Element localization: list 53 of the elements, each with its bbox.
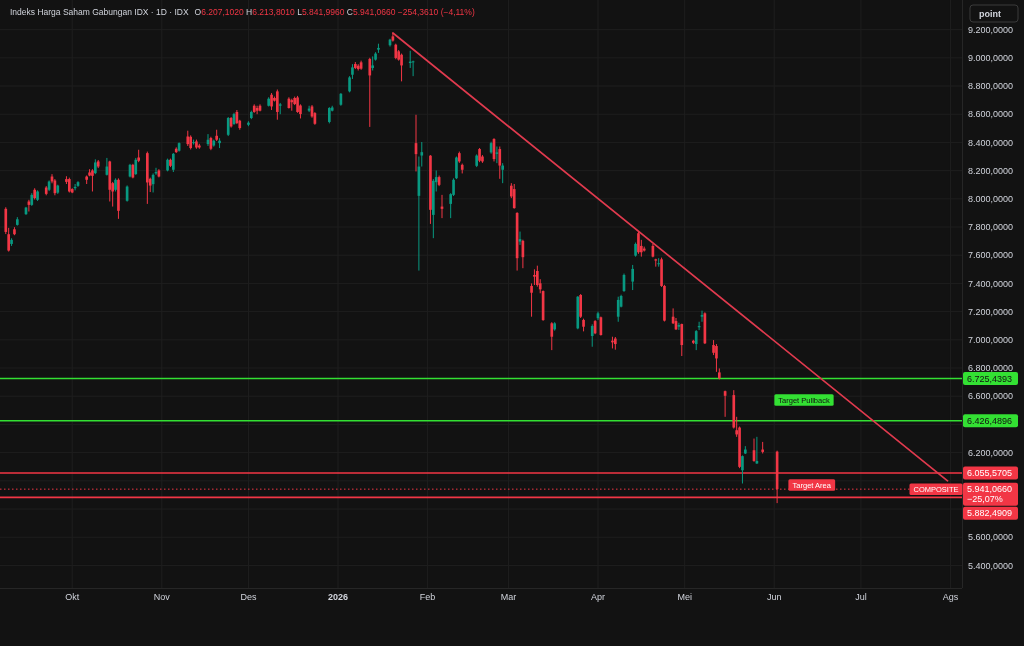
y-tick-label: 6.200,0000 — [968, 447, 1014, 458]
candlestick — [700, 310, 704, 323]
y-tick-label: 7.600,0000 — [968, 250, 1014, 261]
text: O6.207,1020 H6.213,8010 L5.841,9960 C5.941,0660 −254,3610 (−4,11%) — [194, 7, 475, 17]
y-tick-label: 7.400,0000 — [968, 278, 1014, 289]
ref-line-label: 6.055,5705 — [967, 468, 1013, 479]
x-tick-label: 2026 — [327, 592, 349, 602]
candlestick — [400, 53, 403, 82]
candlestick — [495, 146, 499, 164]
y-tick-label: 7.800,0000 — [968, 222, 1014, 233]
candlestick — [590, 323, 594, 348]
text: Indeks Harga Saham Gabungan IDX · 1D · IDX — [10, 7, 189, 17]
candlestick — [501, 162, 504, 184]
x-tick-label: Ags — [942, 592, 959, 602]
candlestick — [680, 323, 684, 357]
ref-line-label: 6.426,4896 — [967, 415, 1013, 426]
candlestick — [498, 146, 502, 180]
y-tick-label: 8.600,0000 — [968, 109, 1014, 120]
x-tick-label: Nov — [153, 592, 171, 602]
y-tick-label: 5.400,0000 — [968, 560, 1014, 571]
y-tick-label: 8.000,0000 — [968, 194, 1014, 205]
candlestick — [637, 231, 640, 255]
text: point — [979, 8, 1002, 19]
y-tick-label: 7.000,0000 — [968, 335, 1014, 346]
candlestick — [677, 322, 681, 331]
y-tick-label: 8.400,0000 — [968, 137, 1014, 148]
x-tick-label: Mei — [677, 592, 692, 602]
x-tick-label: Apr — [590, 592, 606, 602]
ref-line-label: 5.882,4909 — [967, 508, 1013, 519]
y-tick-label: 8.200,0000 — [968, 165, 1014, 176]
y-tick-label: 6.600,0000 — [968, 391, 1014, 402]
candlestick — [455, 156, 458, 180]
y-tick-label: 9.200,0000 — [968, 24, 1014, 35]
candlestick — [631, 264, 634, 291]
y-tick-label: 9.000,0000 — [968, 53, 1014, 64]
y-tick-label: 6.800,0000 — [968, 363, 1014, 374]
candlestick — [530, 282, 533, 318]
ref-line-label: 5.941,0660 −25,07% — [967, 484, 1015, 505]
ref-line-label: 6.725,4393 — [967, 373, 1013, 384]
y-tick-label: 5.600,0000 — [968, 532, 1014, 543]
x-tick-label: Jul — [855, 592, 867, 602]
candlestick — [579, 293, 582, 319]
candlestick — [715, 343, 718, 373]
candlestick — [741, 454, 744, 485]
y-tick-label: 7.200,0000 — [968, 306, 1014, 317]
candlestick — [172, 152, 175, 173]
x-tick-label: Okt — [65, 592, 80, 602]
x-tick-label: Mar — [500, 592, 517, 602]
x-tick-label: Des — [240, 592, 257, 602]
x-tick-label: Feb — [419, 592, 436, 602]
y-tick-label: 8.800,0000 — [968, 81, 1014, 92]
x-tick-label: Jun — [766, 592, 782, 602]
candlestick — [518, 231, 522, 246]
